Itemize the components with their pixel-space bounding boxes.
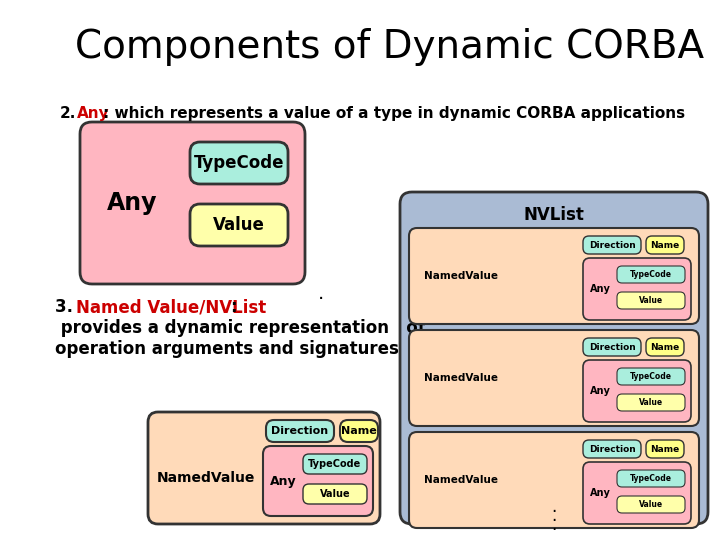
Text: : which represents a value of a type in dynamic CORBA applications: : which represents a value of a type in …: [103, 106, 685, 121]
Text: .: .: [552, 507, 557, 525]
FancyBboxPatch shape: [148, 412, 380, 524]
Text: Value: Value: [639, 398, 663, 407]
Text: Any: Any: [590, 386, 611, 396]
Text: Named Value/NVList: Named Value/NVList: [76, 298, 266, 316]
FancyBboxPatch shape: [646, 236, 684, 254]
FancyBboxPatch shape: [617, 266, 685, 283]
FancyBboxPatch shape: [409, 330, 699, 426]
FancyBboxPatch shape: [617, 368, 685, 385]
Text: Any: Any: [77, 106, 109, 121]
Text: Value: Value: [639, 500, 663, 509]
FancyBboxPatch shape: [303, 454, 367, 474]
Text: operation arguments and signatures: operation arguments and signatures: [55, 340, 399, 358]
FancyBboxPatch shape: [646, 440, 684, 458]
Text: TypeCode: TypeCode: [630, 270, 672, 279]
Text: :: :: [230, 298, 237, 316]
Text: Name: Name: [650, 444, 680, 454]
Text: Value: Value: [213, 216, 265, 234]
FancyBboxPatch shape: [617, 394, 685, 411]
Text: Value: Value: [639, 296, 663, 305]
FancyBboxPatch shape: [340, 420, 378, 442]
Text: TypeCode: TypeCode: [630, 474, 672, 483]
Text: Direction: Direction: [589, 444, 635, 454]
Text: Name: Name: [341, 426, 377, 436]
Text: .: .: [552, 516, 557, 534]
Text: NamedValue: NamedValue: [424, 475, 498, 485]
Text: 2.: 2.: [60, 106, 76, 121]
Text: Name: Name: [650, 240, 680, 249]
FancyBboxPatch shape: [303, 484, 367, 504]
Text: Any: Any: [270, 475, 297, 488]
Text: 3.: 3.: [55, 298, 78, 316]
Text: Name: Name: [650, 342, 680, 352]
Text: Direction: Direction: [589, 240, 635, 249]
Text: Value: Value: [320, 489, 351, 499]
FancyBboxPatch shape: [80, 122, 305, 284]
Text: NVList: NVList: [523, 206, 585, 224]
FancyBboxPatch shape: [583, 360, 691, 422]
Text: Direction: Direction: [589, 342, 635, 352]
Text: NamedValue: NamedValue: [157, 471, 255, 485]
FancyBboxPatch shape: [400, 192, 708, 524]
Text: Components of Dynamic CORBA: Components of Dynamic CORBA: [75, 28, 704, 66]
FancyBboxPatch shape: [583, 338, 641, 356]
Text: Any: Any: [590, 284, 611, 294]
FancyBboxPatch shape: [583, 440, 641, 458]
FancyBboxPatch shape: [646, 338, 684, 356]
Text: NamedValue: NamedValue: [424, 373, 498, 383]
Text: TypeCode: TypeCode: [630, 372, 672, 381]
FancyBboxPatch shape: [583, 462, 691, 524]
Text: Direction: Direction: [271, 426, 328, 436]
FancyBboxPatch shape: [409, 228, 699, 324]
FancyBboxPatch shape: [190, 142, 288, 184]
Text: Any: Any: [590, 488, 611, 498]
FancyBboxPatch shape: [583, 236, 641, 254]
Text: .: .: [552, 498, 557, 516]
Text: TypeCode: TypeCode: [194, 154, 284, 172]
FancyBboxPatch shape: [266, 420, 334, 442]
Text: provides a dynamic representation   of: provides a dynamic representation of: [55, 319, 425, 337]
Text: Any: Any: [107, 191, 157, 215]
Text: NamedValue: NamedValue: [424, 271, 498, 281]
FancyBboxPatch shape: [583, 258, 691, 320]
Text: .: .: [318, 284, 324, 303]
FancyBboxPatch shape: [617, 496, 685, 513]
FancyBboxPatch shape: [617, 470, 685, 487]
FancyBboxPatch shape: [190, 204, 288, 246]
FancyBboxPatch shape: [263, 446, 373, 516]
FancyBboxPatch shape: [617, 292, 685, 309]
FancyBboxPatch shape: [409, 432, 699, 528]
Text: TypeCode: TypeCode: [308, 459, 361, 469]
